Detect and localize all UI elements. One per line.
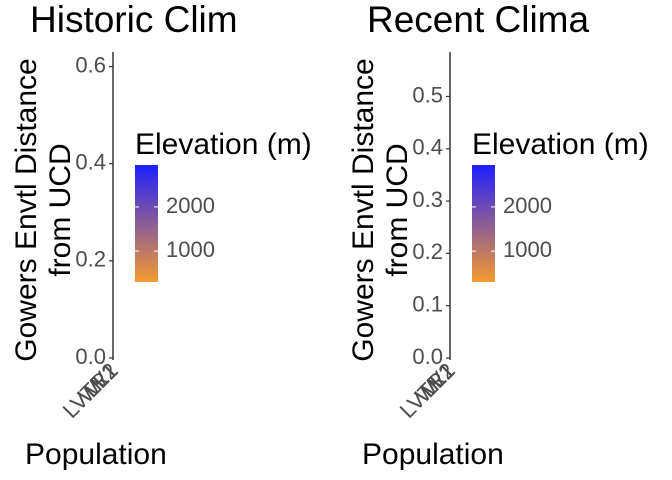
y-axis-label: from UCD bbox=[381, 143, 414, 276]
legend-colorbar bbox=[472, 165, 495, 282]
y-axis-label: Gowers Envtl Distance bbox=[347, 58, 380, 361]
chart-title: Recent Clima bbox=[367, 0, 589, 40]
y-tick-label: 0.0 bbox=[412, 344, 443, 369]
x-axis-label: Population bbox=[25, 438, 167, 471]
chart-title: Historic Clim bbox=[30, 0, 238, 40]
y-tick-label: 0.4 bbox=[412, 135, 443, 160]
legend-tick-label: 1000 bbox=[166, 237, 215, 262]
y-tick-label: 0.0 bbox=[75, 344, 106, 369]
legend-tick-label: 2000 bbox=[166, 193, 215, 218]
y-tick-label: 0.4 bbox=[75, 150, 106, 175]
y-axis-label: from UCD bbox=[44, 143, 77, 276]
legend-title: Elevation (m) bbox=[135, 128, 312, 161]
legend-colorbar bbox=[135, 165, 158, 282]
y-axis-label: Gowers Envtl Distance bbox=[10, 58, 43, 361]
y-tick-label: 0.2 bbox=[75, 247, 106, 272]
legend-tick-label: 2000 bbox=[503, 193, 552, 218]
y-tick-label: 0.1 bbox=[412, 292, 443, 317]
legend-title: Elevation (m) bbox=[472, 128, 649, 161]
y-tick-label: 0.2 bbox=[412, 239, 443, 264]
y-tick-label: 0.3 bbox=[412, 187, 443, 212]
y-tick-label: 0.5 bbox=[412, 82, 443, 107]
y-tick-label: 0.6 bbox=[75, 52, 106, 77]
x-axis-label: Population bbox=[362, 438, 504, 471]
legend-tick-label: 1000 bbox=[503, 237, 552, 262]
